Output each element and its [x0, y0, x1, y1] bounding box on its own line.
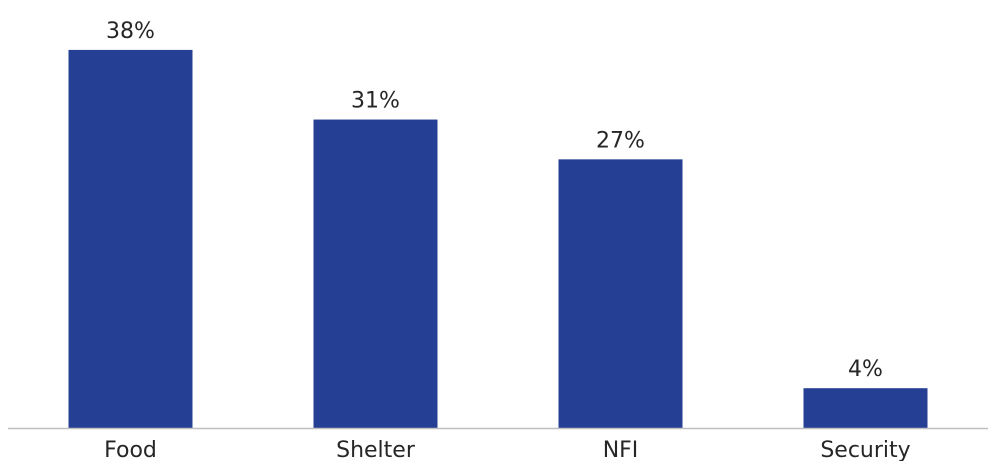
category-label-nfi: NFI [603, 438, 639, 461]
category-labels-group: Food Shelter NFI Security [104, 438, 911, 461]
category-label-food: Food [104, 438, 157, 461]
value-labels-group: 38% 31% 27% 4% [106, 19, 883, 382]
bar-food [68, 49, 193, 429]
category-label-shelter: Shelter [336, 438, 416, 461]
bar-security [803, 388, 928, 428]
category-label-security: Security [820, 438, 910, 461]
bar-nfi [558, 159, 683, 428]
bars-group [68, 49, 928, 429]
value-label-security: 4% [848, 357, 883, 382]
value-label-shelter: 31% [351, 89, 400, 114]
value-label-nfi: 27% [596, 128, 645, 153]
bar-shelter [313, 119, 438, 429]
value-label-food: 38% [106, 19, 155, 44]
